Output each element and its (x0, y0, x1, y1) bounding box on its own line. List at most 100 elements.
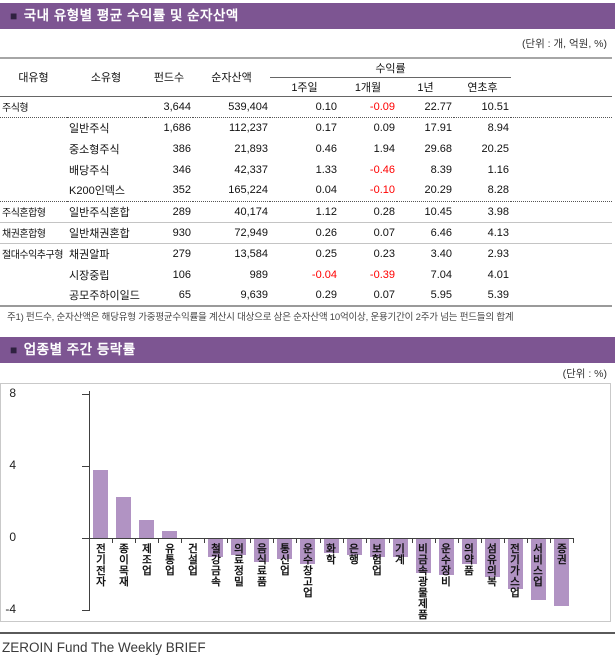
cell-rytd: 2.93 (487, 247, 509, 260)
sector-weekly-change-chart: 8 4 0 -4 전 기 전 자 종 이 목 재 제 조 업 유 통 업 건 설 업 철 강 금 … (0, 383, 611, 622)
cell-sp (511, 180, 612, 202)
cell-r1m: 1.94 (373, 142, 395, 155)
cell-r1m: -0.10 (339, 180, 397, 202)
section2-header: ■ 업종별 주간 등락률 (0, 337, 615, 363)
cell-type: 절대수익추구형 (2, 250, 63, 262)
category-label: 서 비 스 업 (533, 543, 543, 588)
bar-섬유의복 (485, 539, 500, 577)
bar-은행 (347, 539, 362, 555)
cell-rytd: 8.28 (454, 180, 511, 202)
cell-r1w: 1.33 (315, 163, 337, 176)
cell-subtype: 공모주하이일드 (69, 290, 140, 302)
cell-sp (511, 159, 612, 180)
x-axis-tick (112, 539, 113, 543)
table-row: 주식형 3,644 539,404 0.10 -0.09 22.77 10.51 (0, 96, 612, 118)
cell-r1y: 8.39 (430, 163, 452, 176)
cell-r1w: 0.10 (270, 96, 339, 118)
cell-r1w: 0.29 (315, 289, 337, 301)
x-axis-tick (181, 539, 182, 543)
cell-rytd: 20.25 (481, 142, 509, 155)
cell-assets: 165,224 (193, 180, 270, 202)
bar-운수장비 (439, 539, 454, 575)
y-tick-label: 0 (9, 530, 16, 544)
bar-운수창고업 (300, 539, 315, 564)
table-row: 배당주식 346 42,337 1.33 -0.46 8.39 1.16 (0, 159, 612, 180)
cell-type (0, 285, 67, 306)
cell-funds: 65 (178, 289, 191, 301)
category-label: 전 기 가 스 업 (510, 543, 520, 599)
x-axis-tick (366, 539, 367, 543)
cell-r1y: 22.77 (397, 96, 454, 118)
table-row: 주식혼합형 일반주식혼합 289 40,174 1.12 0.28 10.45 3.98 (0, 201, 612, 223)
footer-divider (0, 632, 615, 634)
bar-전기가스업 (508, 539, 523, 589)
cell-subtype: 일반주식혼합 (67, 201, 145, 223)
category-label: 비 금 속 광 물 제 품 (418, 543, 428, 621)
category-label: 유 통 업 (165, 543, 175, 577)
cell-r1w: 0.46 (315, 142, 337, 155)
x-axis-tick (504, 539, 505, 543)
header-returns-group: 수익률 (270, 58, 511, 78)
cell-assets: 13,584 (234, 247, 268, 260)
x-axis-line (89, 538, 575, 539)
x-axis-tick (435, 539, 436, 543)
y-tick-label: -4 (5, 602, 16, 616)
x-axis-tick (320, 539, 321, 543)
cell-rytd: 10.51 (454, 96, 511, 118)
cell-r1w: 0.25 (315, 247, 337, 260)
cell-r1y: 7.04 (430, 268, 452, 281)
cell-type (0, 264, 67, 285)
cell-assets: 40,174 (193, 201, 270, 223)
cell-r1y: 29.68 (424, 142, 452, 155)
cell-r1y: 20.29 (397, 180, 454, 202)
bullet-square-icon: ■ (10, 9, 18, 23)
cell-sp (511, 285, 612, 306)
x-axis-tick (458, 539, 459, 543)
cell-r1w: 0.26 (270, 222, 339, 244)
table-row: 절대수익추구형 채권알파 279 13,584 0.25 0.23 3.40 2.93 (0, 243, 612, 264)
cell-sp (511, 117, 612, 138)
header-type: 대유형 (0, 58, 67, 97)
bar-제조업 (139, 520, 154, 538)
category-label: 철 강 금 속 (211, 543, 221, 588)
table-row: 채권혼합형 일반채권혼합 930 72,949 0.26 0.07 6.46 4.13 (0, 222, 612, 244)
cell-type: 주식형 (0, 96, 67, 118)
cell-funds: 930 (145, 222, 193, 244)
bar-서비스업 (531, 539, 546, 600)
y-axis-tick (82, 466, 89, 467)
cell-type (0, 117, 67, 138)
y-axis-line (89, 391, 90, 611)
y-axis-tick (82, 394, 89, 395)
cell-funds: 279 (172, 247, 191, 260)
cell-sp (511, 222, 612, 244)
x-axis-tick (573, 539, 574, 543)
cell-rytd: 1.16 (487, 163, 509, 176)
bar-보험업 (370, 539, 385, 557)
header-1year: 1년 (397, 77, 454, 97)
x-axis-tick (389, 539, 390, 543)
bar-통신업 (277, 539, 292, 559)
table-row: 공모주하이일드 65 9,639 0.29 0.07 5.95 5.39 (0, 285, 612, 306)
category-label: 음 식 료 품 (257, 543, 267, 588)
x-axis-tick (204, 539, 205, 543)
cell-sp (511, 243, 612, 264)
fund-returns-table: 대유형 소유형 펀드수 순자산액 수익률 1주일 1개월 1년 연초후 주식형 3… (0, 57, 612, 307)
cell-funds: 106 (172, 268, 191, 281)
cell-rytd: 4.13 (454, 222, 511, 244)
cell-subtype (67, 96, 145, 118)
y-axis-tick (82, 610, 89, 611)
cell-subtype: 일반채권혼합 (67, 222, 145, 244)
header-fund-count: 펀드수 (145, 58, 193, 97)
category-label: 제 조 업 (142, 543, 152, 577)
x-axis-tick (481, 539, 482, 543)
cell-subtype: 시장중립 (69, 269, 110, 282)
cell-type (0, 138, 67, 159)
cell-rytd: 5.39 (487, 289, 509, 301)
cell-r1m: 0.28 (339, 201, 397, 223)
section2-units: (단위 : %) (562, 368, 607, 380)
cell-sp (511, 201, 612, 223)
y-tick-label: 8 (9, 386, 16, 400)
bullet-square-icon: ■ (10, 343, 18, 357)
cell-type (0, 180, 67, 202)
category-label: 기 계 (395, 543, 405, 566)
